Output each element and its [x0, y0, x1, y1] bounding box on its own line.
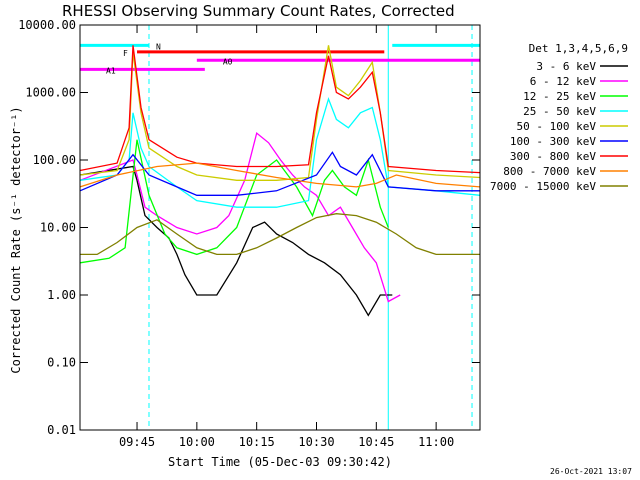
legend-label: 100 - 300 keV	[510, 135, 596, 148]
x-tick-label: 10:45	[358, 435, 394, 449]
series-line-7	[79, 162, 481, 188]
x-axis-label: Start Time (05-Dec-03 09:30:42)	[168, 455, 392, 469]
y-tick-label: 10.00	[40, 221, 76, 235]
date-stamp: 26-Oct-2021 13:07	[550, 467, 632, 476]
x-axis: 09:45 10:00 10:15 10:30 10:45 11:00	[119, 25, 454, 449]
y-tick-label: 10000.00	[18, 18, 76, 32]
series-line-6	[79, 45, 481, 174]
state-bar-label-a1: A1	[106, 66, 116, 75]
y-tick-label: 1.00	[47, 288, 76, 302]
y-tick-label: 100.00	[33, 153, 76, 167]
y-tick-label: 1000.00	[25, 86, 76, 100]
chart-title: RHESSI Observing Summary Count Rates, Co…	[62, 2, 455, 20]
y-axis: 10000.00 1000.00 100.00 10.00 1.00 0.10 0.01	[18, 18, 480, 437]
series-line-8	[80, 213, 480, 256]
legend-label: 300 - 800 keV	[510, 150, 596, 163]
legend-label: 800 - 7000 keV	[503, 165, 596, 178]
legend-label: 7000 - 15000 keV	[490, 180, 596, 193]
plot-area: N F A0 A1	[79, 25, 481, 430]
state-bar-label-n: N	[156, 42, 161, 51]
x-tick-label: 11:00	[418, 435, 454, 449]
plot-frame	[79, 24, 481, 431]
series-line-1	[79, 131, 401, 303]
legend-label: 12 - 25 keV	[523, 90, 596, 103]
state-bar-label-f: F	[123, 49, 128, 58]
legend-label: 3 - 6 keV	[536, 60, 596, 73]
x-tick-label: 09:45	[119, 435, 155, 449]
y-tick-label: 0.01	[47, 423, 76, 437]
state-bar-label-a0: A0	[223, 57, 233, 66]
legend-label: 25 - 50 keV	[523, 105, 596, 118]
legend-label: 6 - 12 keV	[530, 75, 597, 88]
x-tick-label: 10:30	[298, 435, 334, 449]
legend: Det 1,3,4,5,6,9 3 - 6 keV 6 - 12 keV 12 - 2…	[490, 42, 628, 193]
x-tick-label: 10:15	[239, 435, 275, 449]
series-line-2	[79, 139, 389, 264]
y-axis-label: Corrected Count Rate (s⁻¹ detector⁻¹)	[9, 106, 23, 373]
legend-label: 50 - 100 keV	[517, 120, 597, 133]
series-line-3	[79, 96, 481, 208]
legend-title: Det 1,3,4,5,6,9	[529, 42, 628, 55]
series-line-0	[79, 165, 393, 317]
y-tick-label: 0.10	[47, 356, 76, 370]
series-line-5	[79, 151, 480, 196]
x-tick-label: 10:00	[179, 435, 215, 449]
